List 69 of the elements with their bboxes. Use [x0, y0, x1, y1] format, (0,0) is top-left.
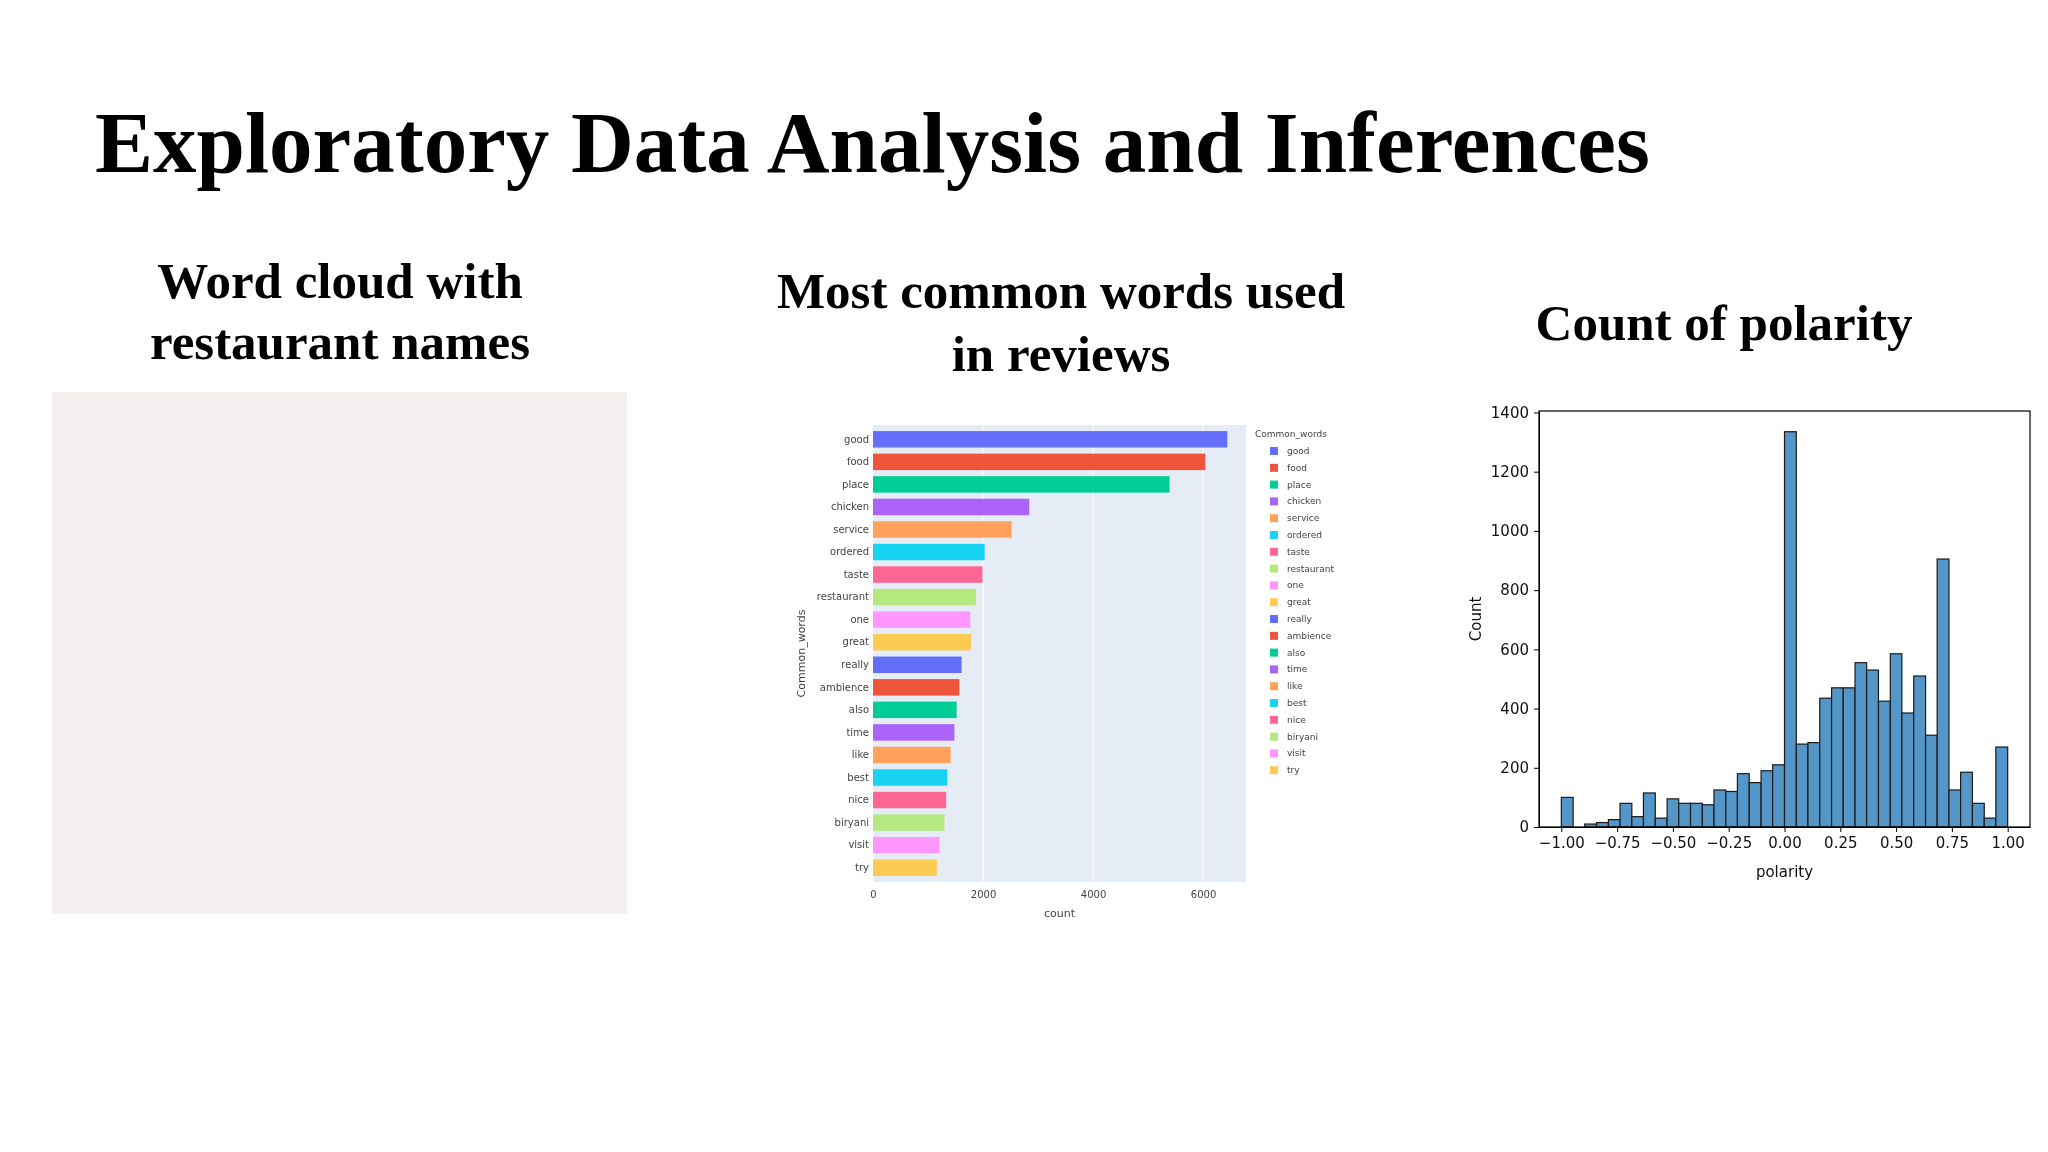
y-tick-label: 1000 [1490, 522, 1529, 541]
x-axis-title: count [1043, 907, 1076, 920]
y-tick-label: service [833, 523, 869, 535]
legend-label: nice [1287, 714, 1307, 725]
legend-label: also [1287, 647, 1306, 658]
y-tick-label: taste [843, 568, 869, 580]
y-tick-label: really [841, 658, 870, 670]
y-tick-label: ordered [830, 546, 869, 558]
x-tick-label: 0.00 [1768, 833, 1802, 852]
y-tick-label: 400 [1500, 699, 1529, 718]
y-tick-label: visit [848, 839, 870, 851]
y-tick-label: good [844, 433, 869, 445]
y-tick-label: biryani [834, 816, 869, 828]
x-tick-label: 4000 [1080, 889, 1107, 901]
y-tick-label: nice [848, 794, 869, 806]
legend-label: time [1287, 664, 1308, 675]
y-tick-label: 0 [1519, 818, 1529, 837]
y-tick-label: one [850, 613, 869, 625]
text: Word cloud with restaurant names [149, 253, 531, 370]
y-axis-title: Common_words [795, 609, 808, 698]
y-tick-label: 1400 [1490, 403, 1529, 422]
legend-label: best [1287, 698, 1307, 708]
y-tick-label: 200 [1500, 759, 1529, 778]
legend-label: try [1287, 765, 1301, 776]
x-tick-label: 0.25 [1824, 833, 1858, 852]
legend-label: food [1287, 462, 1307, 473]
x-axis-title: polarity [1755, 863, 1814, 881]
y-tick-label: food [846, 456, 869, 468]
x-tick-label: 0.75 [1935, 833, 1970, 852]
x-tick-label: −0.75 [1594, 833, 1641, 852]
legend-label: service [1287, 513, 1320, 524]
y-tick-label: 600 [1500, 640, 1529, 659]
legend-label: restaurant [1287, 563, 1335, 574]
legend-label: great [1287, 597, 1312, 608]
y-tick-label: restaurant [816, 591, 870, 603]
legend-label: visit [1287, 748, 1307, 759]
legend-label: place [1287, 479, 1312, 490]
y-tick-label: great [842, 636, 870, 648]
legend-label: really [1287, 614, 1313, 624]
y-tick-label: 800 [1500, 581, 1529, 600]
x-tick-label: −1.00 [1538, 833, 1585, 852]
y-tick-label: chicken [830, 501, 869, 513]
chart-title: Count of polarity [1535, 295, 1913, 351]
x-tick-label: 2000 [970, 889, 997, 901]
y-tick-label: ambience [819, 681, 869, 693]
legend-label: one [1287, 580, 1305, 591]
y-tick-label: best [847, 771, 870, 783]
text: Exploratory Data Analysis and Inferences [95, 94, 1650, 191]
legend-title: Common_words [1255, 429, 1328, 439]
legend-label: chicken [1287, 496, 1322, 507]
y-tick-label: time [846, 726, 869, 738]
y-tick-label: 1200 [1490, 463, 1529, 481]
legend-label: biryani [1287, 731, 1318, 742]
legend-label: like [1287, 681, 1303, 692]
x-tick-label: 1.00 [1991, 833, 2025, 852]
legend-label: ordered [1287, 530, 1323, 540]
chart-title: Most common words used in reviews [776, 263, 1346, 382]
legend-label: good [1287, 446, 1310, 456]
y-tick-label: like [851, 749, 869, 761]
x-tick-label: 6000 [1190, 889, 1217, 901]
legend-label: taste [1287, 546, 1311, 557]
legend-label: ambience [1287, 630, 1332, 641]
y-tick-label: place [842, 478, 869, 490]
y-tick-label: try [855, 861, 870, 873]
x-tick-label: 0.50 [1879, 833, 1914, 852]
y-tick-label: also [848, 704, 869, 716]
x-tick-label: −0.50 [1650, 833, 1697, 852]
y-axis-title: Count [1467, 596, 1485, 642]
x-tick-label: −0.25 [1706, 833, 1753, 852]
